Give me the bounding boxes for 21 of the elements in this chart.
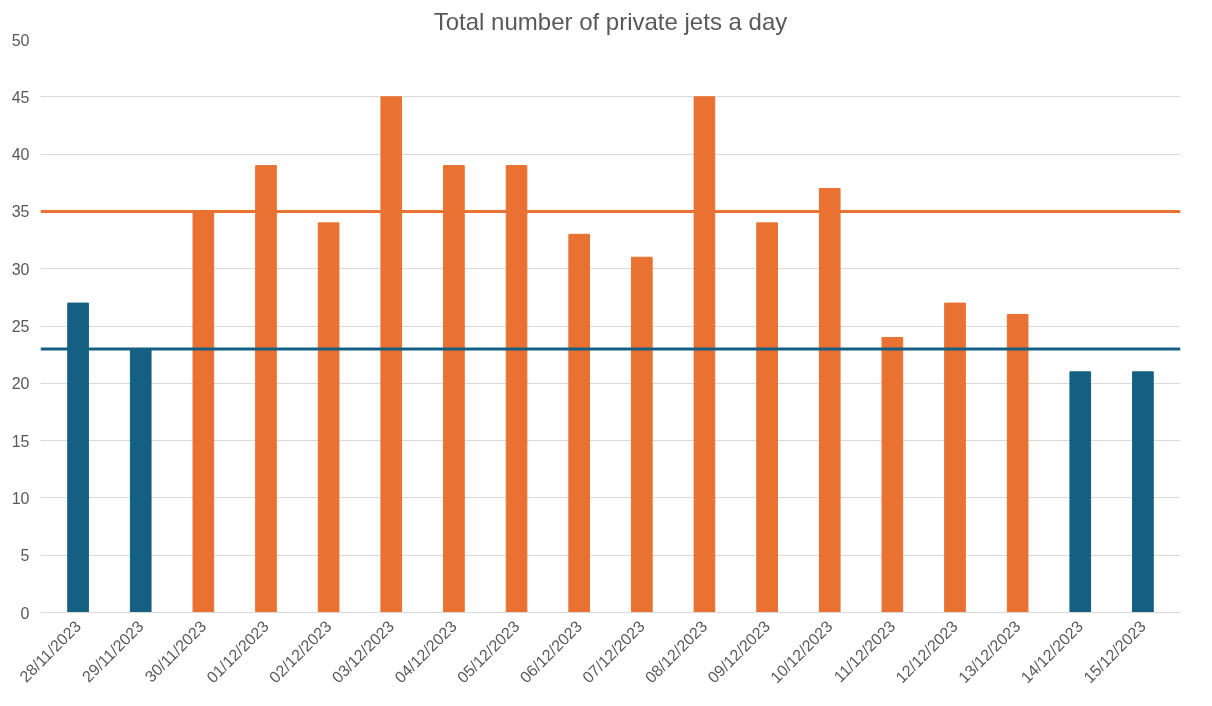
y-tick-label: 0 (20, 604, 30, 622)
bar (756, 222, 778, 613)
bar (944, 302, 966, 613)
y-tick-label: 30 (11, 260, 30, 278)
y-tick-label: 35 (11, 203, 30, 221)
bar (568, 233, 591, 613)
bar (630, 256, 653, 613)
y-tick-label: 45 (11, 88, 30, 106)
bar (1006, 314, 1029, 613)
y-tick-label: 10 (11, 489, 30, 507)
bar (1132, 371, 1154, 613)
y-tick-label: 5 (20, 547, 30, 565)
bar (1069, 371, 1092, 613)
y-tick-label: 15 (11, 432, 30, 450)
y-tick-label: 40 (11, 146, 30, 164)
y-tick-label: 50 (11, 31, 30, 49)
bar (317, 222, 340, 613)
y-tick-label: 25 (11, 318, 30, 335)
chart-title: Total number of private jets a day (433, 7, 788, 35)
bar (881, 336, 904, 613)
y-tick-label: 20 (11, 375, 30, 393)
